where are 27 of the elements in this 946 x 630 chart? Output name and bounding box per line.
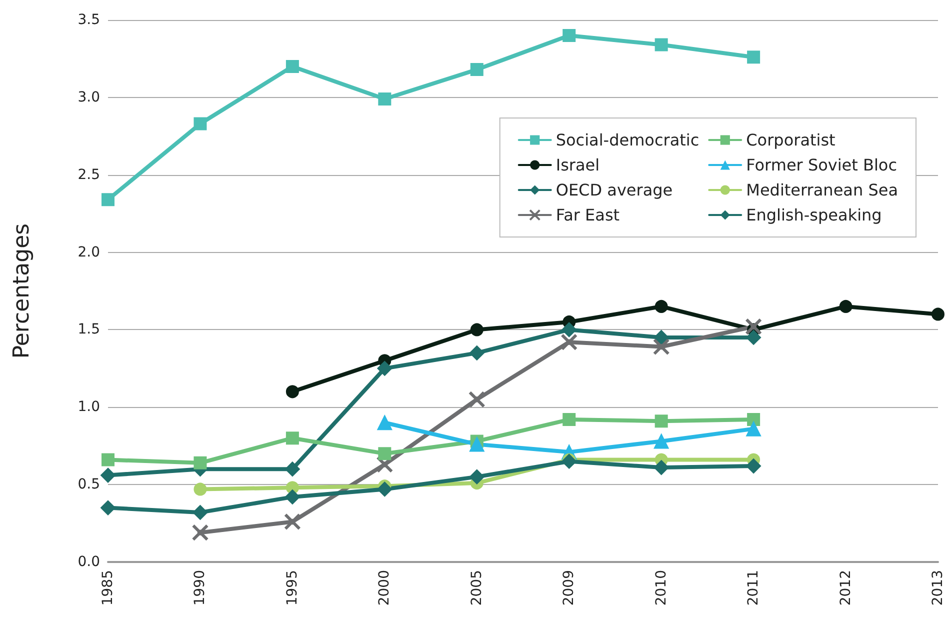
legend-label: English-speaking (746, 206, 882, 224)
y-tick-label: 3.0 (78, 89, 100, 106)
y-tick-label: 2.5 (78, 166, 100, 183)
y-tick-label: 3.5 (78, 12, 100, 28)
legend-label: Israel (556, 156, 600, 174)
x-tick-label: 1995 (284, 570, 300, 606)
legend-label: Former Soviet Bloc (746, 156, 898, 174)
legend-label: Far East (556, 206, 620, 224)
x-tick-label: 2011 (746, 570, 762, 606)
x-tick-label: 2000 (376, 570, 393, 606)
x-tick-label: 1985 (100, 570, 116, 606)
x-tick-label: 2012 (838, 570, 854, 606)
x-tick-label: 2009 (561, 570, 578, 606)
y-tick-label: 1.0 (78, 399, 100, 416)
legend-label: OECD average (556, 180, 673, 200)
x-tick-label: 1990 (192, 570, 208, 606)
y-tick-label: 0.5 (78, 476, 100, 493)
legend-label: Corporatist (746, 130, 836, 150)
y-tick-label: 1.5 (78, 322, 100, 338)
y-tick-label: 2.0 (78, 244, 100, 260)
x-tick-label: 2013 (930, 570, 946, 606)
legend-label: Mediterranean Sea (746, 180, 898, 200)
x-tick-label: 2010 (653, 570, 670, 606)
x-tick-label: 2005 (468, 570, 485, 606)
y-tick-label: 0.0 (78, 554, 100, 570)
y-axis-title: Percentages (10, 223, 34, 359)
legend-label: Social-democratic (556, 130, 700, 150)
